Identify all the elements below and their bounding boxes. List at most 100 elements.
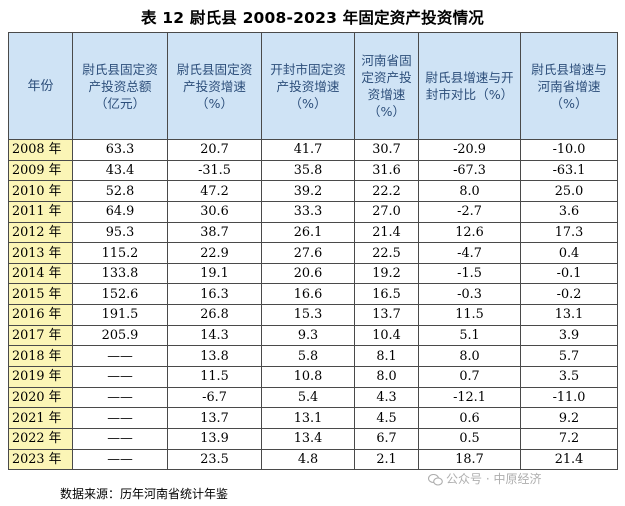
year-cell: 2012 年 bbox=[8, 221, 73, 244]
value-cell: 12.6 bbox=[418, 221, 521, 244]
value-cell: -0.1 bbox=[520, 262, 618, 285]
value-cell: 6.7 bbox=[354, 427, 419, 450]
year-cell: 2023 年 bbox=[8, 448, 73, 471]
value-cell: 39.2 bbox=[261, 180, 355, 202]
value-cell: 22.5 bbox=[354, 242, 419, 264]
value-cell: —— bbox=[72, 386, 168, 409]
value-cell: 41.7 bbox=[261, 139, 355, 161]
investment-table: 年份 尉氏县固定资产投资总额（亿元） 尉氏县固定资产投资增速（%） 开封市固定资产投资… bbox=[8, 32, 618, 471]
value-cell: 52.8 bbox=[72, 180, 168, 202]
value-cell: 11.5 bbox=[167, 366, 262, 388]
value-cell: 4.3 bbox=[354, 386, 419, 409]
value-cell: -31.5 bbox=[167, 159, 262, 182]
value-cell: 0.5 bbox=[418, 427, 521, 450]
year-cell: 2017 年 bbox=[8, 324, 73, 347]
year-cell: 2019 年 bbox=[8, 366, 73, 388]
value-cell: -0.3 bbox=[418, 283, 521, 306]
value-cell: 33.3 bbox=[261, 200, 355, 223]
watermark-text: 公众号 · 中原经济 bbox=[446, 472, 542, 486]
value-cell: 35.8 bbox=[261, 159, 355, 182]
value-cell: 16.5 bbox=[354, 283, 419, 306]
value-cell: -2.7 bbox=[418, 200, 521, 223]
value-cell: —— bbox=[72, 366, 168, 388]
value-cell: 0.6 bbox=[418, 407, 521, 429]
value-cell: 30.6 bbox=[167, 200, 262, 223]
column-header-4: 河南省固定资产投资增速（%） bbox=[354, 32, 419, 140]
column-header-1: 尉氏县固定资产投资总额（亿元） bbox=[72, 32, 168, 140]
table-row: 2009 年 43.4 -31.5 35.8 31.6 -67.3 -63.1 bbox=[8, 159, 618, 182]
year-cell: 2021 年 bbox=[8, 407, 73, 429]
value-cell: 8.0 bbox=[418, 345, 521, 368]
value-cell: -1.5 bbox=[418, 262, 521, 285]
value-cell: 4.5 bbox=[354, 407, 419, 429]
value-cell: —— bbox=[72, 448, 168, 471]
value-cell: 3.6 bbox=[520, 200, 618, 223]
value-cell: 7.2 bbox=[520, 427, 618, 450]
value-cell: 2.1 bbox=[354, 448, 419, 471]
value-cell: 18.7 bbox=[418, 448, 521, 471]
value-cell: 4.8 bbox=[261, 448, 355, 471]
value-cell: 64.9 bbox=[72, 200, 168, 223]
value-cell: -11.0 bbox=[520, 386, 618, 409]
value-cell: —— bbox=[72, 427, 168, 450]
value-cell: 19.2 bbox=[354, 262, 419, 285]
value-cell: 9.3 bbox=[261, 324, 355, 347]
value-cell: —— bbox=[72, 345, 168, 368]
wechat-icon bbox=[428, 473, 443, 486]
value-cell: 27.0 bbox=[354, 200, 419, 223]
value-cell: 22.2 bbox=[354, 180, 419, 202]
table-row: 2018 年 —— 13.8 5.8 8.1 8.0 5.7 bbox=[8, 345, 618, 368]
year-cell: 2018 年 bbox=[8, 345, 73, 368]
value-cell: 25.0 bbox=[520, 180, 618, 202]
value-cell: 5.8 bbox=[261, 345, 355, 368]
value-cell: 15.3 bbox=[261, 304, 355, 326]
value-cell: 13.9 bbox=[167, 427, 262, 450]
value-cell: 9.2 bbox=[520, 407, 618, 429]
table-body: 2008 年 63.3 20.7 41.7 30.7 -20.9 -10.0 2009 年 43… bbox=[8, 139, 618, 471]
value-cell: -20.9 bbox=[418, 139, 521, 161]
value-cell: 43.4 bbox=[72, 159, 168, 182]
value-cell: 13.7 bbox=[354, 304, 419, 326]
value-cell: 133.8 bbox=[72, 262, 168, 285]
value-cell: 21.4 bbox=[354, 221, 419, 244]
value-cell: 8.0 bbox=[418, 180, 521, 202]
value-cell: -67.3 bbox=[418, 159, 521, 182]
value-cell: 13.4 bbox=[261, 427, 355, 450]
value-cell: 47.2 bbox=[167, 180, 262, 202]
value-cell: 5.1 bbox=[418, 324, 521, 347]
year-cell: 2008 年 bbox=[8, 139, 73, 161]
value-cell: 30.7 bbox=[354, 139, 419, 161]
value-cell: 0.4 bbox=[520, 242, 618, 264]
value-cell: 21.4 bbox=[520, 448, 618, 471]
table-row: 2011 年 64.9 30.6 33.3 27.0 -2.7 3.6 bbox=[8, 200, 618, 223]
value-cell: 3.9 bbox=[520, 324, 618, 347]
value-cell: 10.4 bbox=[354, 324, 419, 347]
table-row: 2014 年 133.8 19.1 20.6 19.2 -1.5 -0.1 bbox=[8, 262, 618, 285]
table-row: 2015 年 152.6 16.3 16.6 16.5 -0.3 -0.2 bbox=[8, 283, 618, 306]
value-cell: 63.3 bbox=[72, 139, 168, 161]
table-row: 2022 年 —— 13.9 13.4 6.7 0.5 7.2 bbox=[8, 427, 618, 450]
year-cell: 2022 年 bbox=[8, 427, 73, 450]
header-row: 年份 尉氏县固定资产投资总额（亿元） 尉氏县固定资产投资增速（%） 开封市固定资产投资… bbox=[8, 32, 618, 140]
table-row: 2013 年 115.2 22.9 27.6 22.5 -4.7 0.4 bbox=[8, 242, 618, 264]
data-source-note: 数据来源：历年河南省统计年鉴 bbox=[60, 487, 229, 501]
value-cell: 26.1 bbox=[261, 221, 355, 244]
value-cell: 13.7 bbox=[167, 407, 262, 429]
value-cell: -63.1 bbox=[520, 159, 618, 182]
column-header-6: 尉氏县增速与河南省增速（%） bbox=[520, 32, 618, 140]
value-cell: 27.6 bbox=[261, 242, 355, 264]
table-row: 2008 年 63.3 20.7 41.7 30.7 -20.9 -10.0 bbox=[8, 139, 618, 161]
year-cell: 2020 年 bbox=[8, 386, 73, 409]
value-cell: 16.3 bbox=[167, 283, 262, 306]
value-cell: 13.1 bbox=[261, 407, 355, 429]
value-cell: 191.5 bbox=[72, 304, 168, 326]
year-cell: 2014 年 bbox=[8, 262, 73, 285]
value-cell: 19.1 bbox=[167, 262, 262, 285]
value-cell: 22.9 bbox=[167, 242, 262, 264]
year-cell: 2011 年 bbox=[8, 200, 73, 223]
value-cell: 23.5 bbox=[167, 448, 262, 471]
value-cell: 11.5 bbox=[418, 304, 521, 326]
year-cell: 2010 年 bbox=[8, 180, 73, 202]
year-cell: 2013 年 bbox=[8, 242, 73, 264]
watermark: 公众号 · 中原经济 bbox=[428, 470, 541, 487]
